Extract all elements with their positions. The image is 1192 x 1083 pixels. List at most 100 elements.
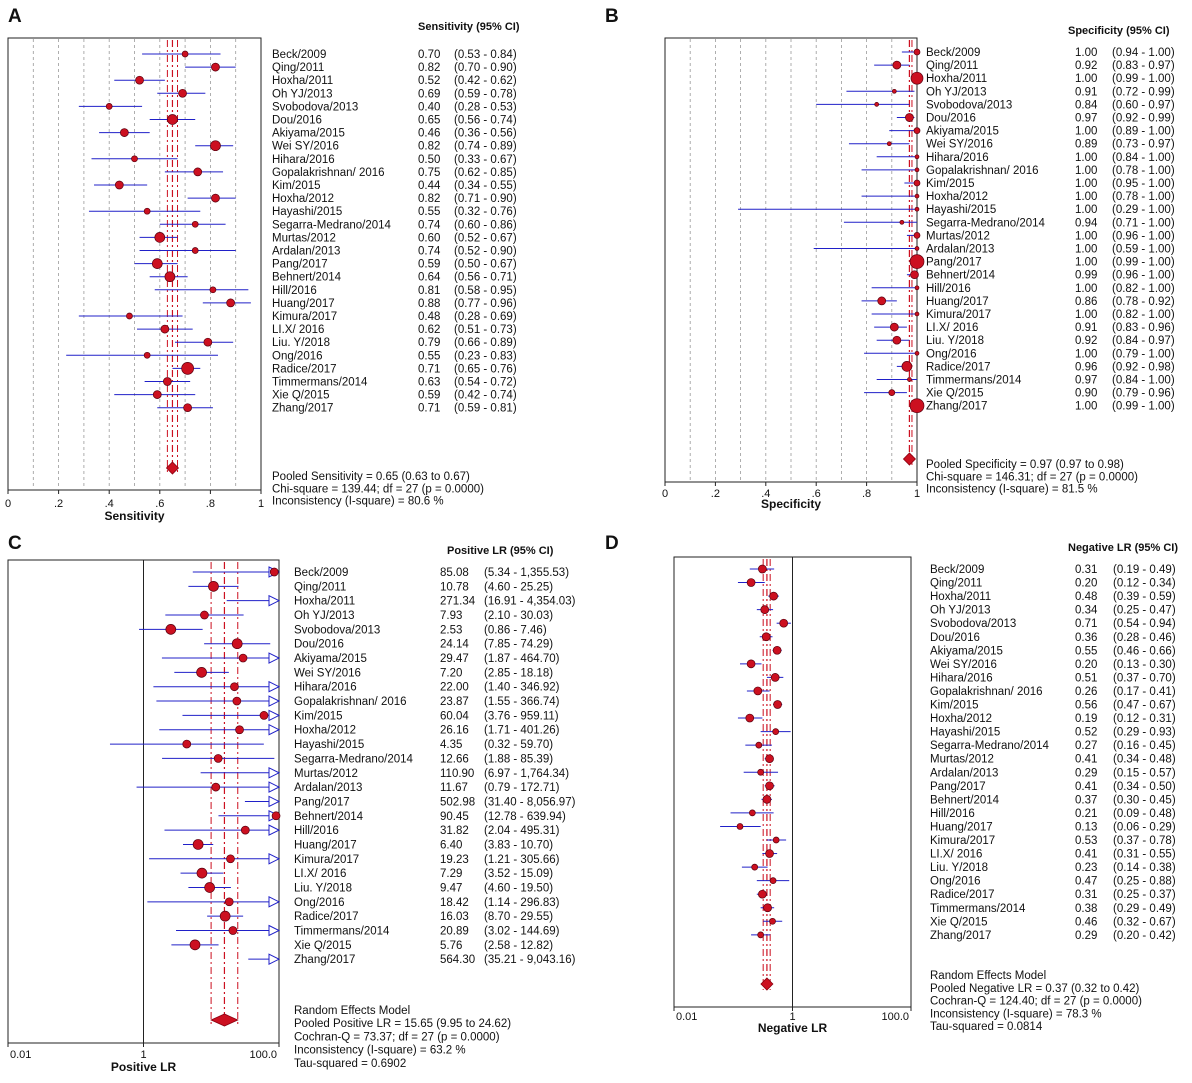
point-estimate — [183, 403, 192, 413]
x-tick-label: 0.01 — [10, 1049, 31, 1061]
study-name: Hoxha/2012 — [930, 713, 992, 725]
point-estimate — [874, 102, 880, 107]
point-estimate — [211, 193, 220, 203]
summary-line: Inconsistency (I-square) = 63.2 % — [294, 1045, 466, 1057]
point-estimate — [770, 673, 780, 682]
estimate-value: 0.71 — [1075, 618, 1097, 630]
point-estimate — [748, 809, 756, 817]
study-name: Ong/2016 — [926, 348, 977, 360]
study-name: Xie Q/2015 — [930, 916, 988, 928]
point-estimate — [914, 311, 920, 317]
point-estimate — [196, 867, 208, 879]
estimate-value: 0.48 — [418, 311, 440, 323]
point-estimate — [746, 659, 756, 669]
study-name: Akiyama/2015 — [926, 126, 999, 138]
study-name: Liu. Y/2018 — [930, 862, 988, 874]
estimate-value: 1.00 — [1075, 165, 1097, 177]
ci-value: (0.71 - 0.90) — [454, 193, 517, 205]
study-name: Xie Q/2015 — [272, 390, 330, 402]
estimate-value: 0.52 — [1075, 727, 1097, 739]
point-estimate — [765, 754, 774, 764]
ci-value: (1.87 - 464.70) — [484, 653, 560, 665]
study-name: Ong/2016 — [294, 897, 345, 909]
estimate-value: 0.79 — [418, 337, 440, 349]
study-name: Murtas/2012 — [930, 754, 994, 766]
ci-value: (0.12 - 0.34) — [1113, 578, 1176, 590]
estimate-value: 0.20 — [1075, 659, 1097, 671]
point-estimate — [210, 140, 221, 152]
x-tick-label: 0.01 — [676, 1011, 697, 1023]
study-name: Huang/2017 — [294, 839, 357, 851]
estimate-value: 0.13 — [1075, 821, 1097, 833]
ci-value: (0.79 - 1.00) — [1112, 348, 1175, 360]
x-axis-label: Specificity — [761, 497, 821, 511]
ci-arrow-right — [268, 953, 281, 965]
point-estimate — [913, 127, 921, 134]
x-tick-label: 100.0 — [249, 1049, 277, 1061]
study-name: Wei SY/2016 — [272, 141, 339, 153]
estimate-value: 1.00 — [1075, 178, 1097, 190]
study-name: Behnert/2014 — [272, 272, 342, 284]
point-estimate — [762, 794, 772, 804]
panel-d: D Negative LR (95% CI) 0.01 1 100.0 Negative … — [605, 533, 1178, 1035]
ci-value: (2.10 - 30.03) — [484, 610, 553, 622]
study-name: Kimura/2017 — [926, 309, 991, 321]
point-estimate — [755, 741, 763, 749]
study-name: Qing/2011 — [272, 62, 324, 74]
x-tick-label: .8 — [206, 498, 215, 510]
estimate-value: 20.89 — [440, 926, 469, 938]
study-name: Qing/2011 — [926, 60, 978, 72]
ci-value: (0.65 - 0.76) — [454, 363, 517, 375]
x-tick-label: 100.0 — [881, 1011, 909, 1023]
point-estimate — [877, 296, 887, 306]
study-name: Hayashi/2015 — [930, 727, 1000, 739]
study-name: Hihara/2016 — [272, 154, 335, 166]
estimate-value: 26.16 — [440, 725, 469, 737]
estimate-value: 0.71 — [418, 363, 440, 375]
estimate-value: 1.00 — [1075, 152, 1097, 164]
ci-value: (1.21 - 305.66) — [484, 854, 560, 866]
point-estimate — [772, 645, 782, 655]
ci-value: (0.54 - 0.94) — [1113, 618, 1176, 630]
estimate-value: 23.87 — [440, 696, 469, 708]
estimate-value: 0.84 — [1075, 99, 1098, 111]
estimate-value: 9.47 — [440, 882, 462, 894]
ci-value: (0.33 - 0.67) — [454, 154, 517, 166]
estimate-value: 0.40 — [418, 101, 440, 113]
estimate-value: 85.08 — [440, 567, 469, 579]
ci-value: (0.89 - 1.00) — [1112, 126, 1175, 138]
estimate-value: 1.00 — [1075, 401, 1097, 413]
estimate-value: 0.69 — [418, 88, 440, 100]
estimate-value: 0.21 — [1075, 808, 1097, 820]
study-name: Pang/2017 — [930, 781, 986, 793]
pooled-diamond — [165, 461, 180, 475]
ci-value: (3.52 - 15.09) — [484, 868, 553, 880]
ci-value: (0.66 - 0.89) — [454, 337, 517, 349]
estimate-value: 6.40 — [440, 839, 462, 851]
estimate-value: 0.75 — [418, 167, 440, 179]
study-name: Qing/2011 — [294, 581, 346, 593]
study-name: Oh YJ/2013 — [930, 605, 991, 617]
estimate-value: 10.78 — [440, 581, 469, 593]
study-name: LI.X/ 2016 — [294, 868, 346, 880]
estimate-value: 0.55 — [1075, 645, 1097, 657]
estimate-value: 0.91 — [1075, 322, 1097, 334]
point-estimate — [204, 882, 215, 893]
point-estimate — [765, 849, 774, 858]
point-estimate — [910, 71, 924, 85]
ci-value: (0.36 - 0.56) — [454, 128, 517, 140]
ci-value: (0.19 - 0.49) — [1113, 564, 1176, 576]
point-estimate — [758, 564, 767, 574]
ci-value: (0.60 - 0.97) — [1112, 99, 1175, 111]
ci-value: (0.78 - 1.00) — [1112, 165, 1175, 177]
estimate-value: 19.23 — [440, 854, 469, 866]
estimate-value: 22.00 — [440, 682, 469, 694]
point-estimate — [745, 713, 755, 723]
estimate-value: 1.00 — [1075, 126, 1097, 138]
point-estimate — [164, 271, 176, 283]
ci-value: (0.95 - 1.00) — [1112, 178, 1175, 190]
point-estimate — [231, 638, 243, 650]
estimate-value: 2.53 — [440, 624, 462, 636]
x-tick-label: 0 — [662, 488, 668, 500]
study-name: Akiyama/2015 — [930, 645, 1003, 657]
